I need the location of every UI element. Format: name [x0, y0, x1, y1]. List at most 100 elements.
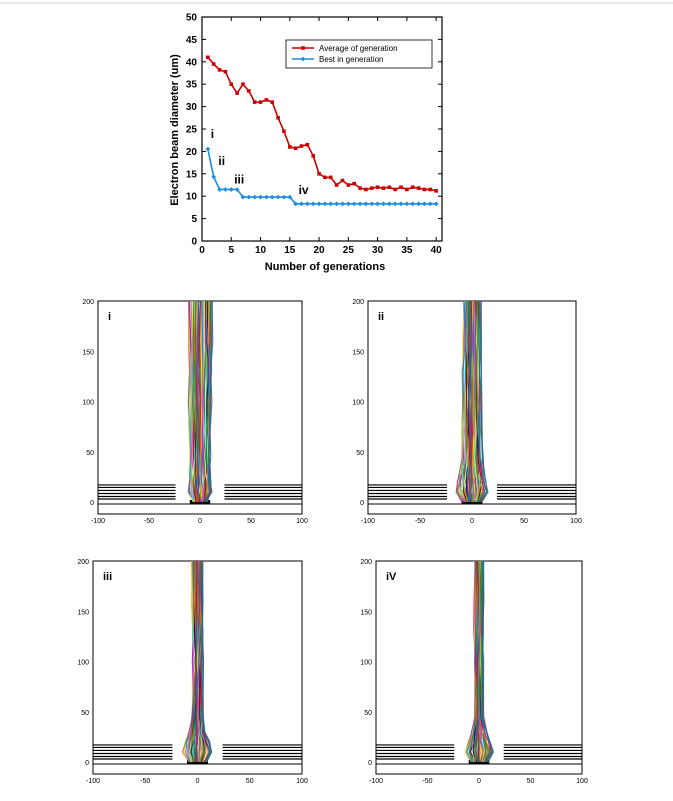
y-tick-label: 10 [186, 192, 198, 203]
data-point [345, 201, 351, 207]
x-tick-label: 20 [314, 245, 326, 256]
y-tick-label: 150 [77, 609, 89, 616]
y-tick-label: 50 [81, 710, 89, 717]
series-line-1 [207, 148, 437, 205]
x-tick-label: 25 [343, 245, 355, 256]
data-point [223, 69, 228, 74]
data-point [393, 187, 397, 192]
series-line-0 [207, 56, 437, 192]
x-tick-label: 50 [247, 518, 255, 525]
legend-box [285, 39, 433, 69]
data-point [434, 189, 438, 193]
trajectory-panel-iii: 0 50 100 150 200 -100 -50 0 50 100 iii [77, 559, 308, 785]
beam-trajectory [200, 300, 203, 503]
y-tick-label: 25 [186, 125, 198, 136]
data-point [398, 201, 404, 207]
data-point [422, 187, 427, 192]
data-point [235, 91, 239, 95]
data-point [351, 201, 357, 207]
x-tick-label: -100 [86, 778, 100, 785]
y-tick-label: 35 [186, 80, 198, 91]
x-tick-label: 100 [570, 518, 582, 525]
data-point [386, 201, 392, 207]
data-point [399, 185, 403, 190]
data-point [229, 82, 234, 86]
y-axis-label: Electron beam diameter (um) [169, 54, 181, 206]
data-point [340, 178, 345, 183]
data-point [422, 201, 427, 207]
data-point [334, 183, 339, 187]
y-tick-label: 40 [186, 57, 198, 68]
x-tick-label: 0 [199, 245, 205, 256]
trajectory-panel-ii: 0 50 100 150 200 -100 -50 0 50 100 ii [352, 299, 582, 525]
y-tick-label: 50 [86, 450, 94, 457]
y-tick-label: 0 [90, 500, 94, 507]
data-point [304, 201, 310, 207]
panel-label: iV [386, 571, 397, 583]
y-tick-label: 200 [360, 559, 372, 566]
x-tick-label: 15 [284, 245, 296, 256]
panel-label: i [108, 311, 111, 323]
line-chart: Number of generations Electron beam diam… [169, 13, 443, 273]
data-point [317, 172, 321, 176]
y-tick-label: 100 [360, 660, 372, 667]
legend-label: Best in generation [319, 55, 384, 64]
y-tick-label: 0 [191, 237, 197, 248]
y-tick-label: 0 [360, 500, 364, 507]
y-tick-label: 50 [186, 13, 198, 24]
data-point [288, 145, 292, 149]
y-tick-label: 200 [352, 299, 364, 306]
y-tick-label: 200 [77, 559, 89, 566]
x-tick-label: 10 [255, 245, 267, 256]
data-point [211, 62, 216, 66]
legend-label: Average of generation [319, 44, 398, 53]
data-point [357, 201, 363, 207]
beam-trajectory [201, 560, 213, 763]
x-tick-label: -50 [415, 518, 425, 525]
annotation-label: i [211, 127, 214, 141]
x-tick-label: 100 [296, 778, 308, 785]
x-tick-label: 30 [372, 245, 384, 256]
x-tick-label: 0 [196, 778, 200, 785]
x-tick-label: 50 [520, 518, 528, 525]
x-tick-label: -100 [91, 518, 105, 525]
data-point [252, 100, 257, 104]
y-tick-label: 5 [191, 214, 197, 225]
data-point [246, 194, 252, 200]
data-point [364, 187, 368, 192]
data-point [252, 194, 258, 200]
panel-label: ii [378, 311, 384, 323]
data-point [322, 201, 328, 207]
data-point [387, 185, 392, 190]
x-axis-label: Number of generations [265, 261, 385, 273]
y-tick-label: 45 [186, 35, 198, 46]
y-tick-label: 50 [356, 450, 364, 457]
data-point [247, 89, 251, 93]
data-point [433, 201, 439, 207]
y-tick-label: 100 [352, 400, 364, 407]
y-tick-label: 100 [77, 660, 89, 667]
data-point [282, 129, 286, 134]
data-point [269, 194, 275, 200]
beam-trajectory [481, 560, 495, 763]
data-point [299, 201, 304, 207]
data-point [369, 186, 374, 190]
data-point [263, 194, 269, 200]
data-point [340, 201, 345, 207]
legend: Average of generation Best in generation [285, 39, 433, 69]
annotation-label: ii [218, 154, 225, 168]
x-tick-label: 100 [296, 518, 308, 525]
legend-swatch-marker [301, 46, 305, 50]
x-tick-label: 0 [198, 518, 202, 525]
data-point [352, 181, 356, 186]
data-point [275, 194, 281, 200]
data-point [410, 201, 416, 207]
y-tick-label: 50 [364, 710, 372, 717]
x-tick-label: 40 [431, 245, 443, 256]
data-point [264, 98, 269, 102]
x-tick-label: -50 [422, 778, 432, 785]
beam-trajectory [206, 301, 213, 503]
data-point [217, 68, 222, 72]
x-tick-label: -100 [361, 518, 375, 525]
data-point [416, 186, 421, 190]
